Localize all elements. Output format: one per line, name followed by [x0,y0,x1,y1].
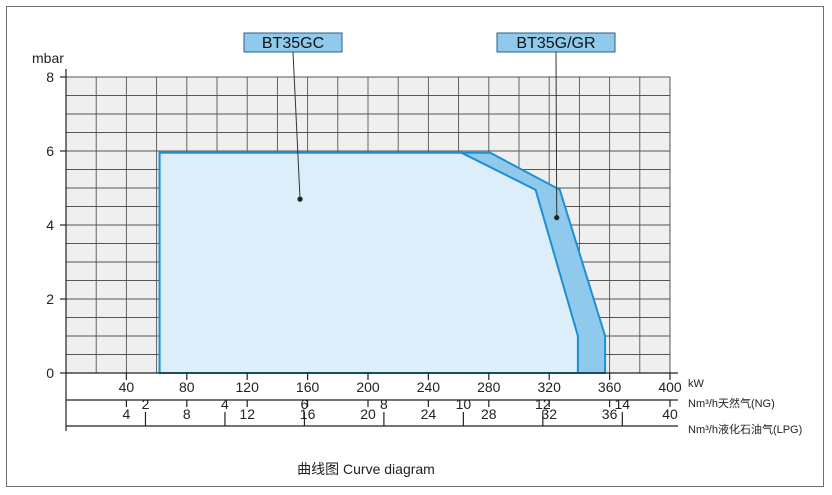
x-tick-label-ng: 20 [360,406,376,422]
annotation-leader-bt35gc [292,51,301,200]
y-axis-unit-label: mbar [32,50,64,66]
x-tick-label-lpg: 10 [456,396,472,412]
y-tick-label: 2 [46,291,54,307]
x-tick-label-lpg: 12 [535,396,551,412]
x-tick-label-lpg: 14 [615,396,631,412]
annotation-dot-bt35gc [297,196,303,202]
y-tick-label: 8 [46,69,54,85]
x-tick-label-kw: 80 [179,379,195,395]
series-layer [158,151,607,374]
x-tick-label-ng: 24 [421,406,437,422]
x-tick-label-kw: 400 [658,379,682,395]
x-tick-label-lpg: 2 [142,396,150,412]
x-tick-label-kw: 40 [119,379,135,395]
x-tick-label-lpg: 8 [380,396,388,412]
y-tick-label: 0 [46,365,54,381]
x-tick-label-kw: 360 [598,379,622,395]
x-tick-label-kw: 120 [236,379,260,395]
x-tick-label-kw: 200 [356,379,380,395]
x-tick-label-lpg: 6 [301,396,309,412]
y-tick-label: 4 [46,217,54,233]
annotation-box-bt35g-gr [496,32,616,53]
x-tick-label-ng: 40 [662,406,678,422]
x-tick-label-ng: 16 [300,406,316,422]
x-tick-label-kw: 160 [296,379,320,395]
x-tick-label-kw: 320 [538,379,562,395]
x-axis-unit-kw: kW [688,378,705,390]
annotation-box-bt35gc [243,32,343,53]
x-axis-unit-lpg: Nm³/h液化石油气(LPG) [688,422,802,436]
x-tick-label-lpg: 4 [221,396,229,412]
annotation-layer: BT35GC BT35G/GR [243,32,616,221]
annotation-dot-bt35g-gr [554,215,560,221]
annotation-label-bt35g-gr: BT35G/GR [516,35,595,52]
series-area-bt35gc [158,151,579,374]
y-tick-label: 6 [46,143,54,159]
annotation-leader-bt35g-gr [555,51,558,218]
annotation-label-bt35gc: BT35GC [262,35,324,52]
x-tick-label-kw: 280 [477,379,501,395]
x-tick-label-ng: 28 [481,406,497,422]
x-tick-label-ng: 8 [183,406,191,422]
x-tick-label-ng: 4 [123,406,131,422]
x-tick-label-ng: 12 [239,406,255,422]
x-tick-label-ng: 36 [602,406,618,422]
x-axis-unit-ng: Nm³/h天然气(NG) [688,396,775,410]
chart-caption: 曲线图 Curve diagram [297,461,435,477]
x-tick-label-ng: 32 [541,406,557,422]
x-tick-label-kw: 240 [417,379,441,395]
